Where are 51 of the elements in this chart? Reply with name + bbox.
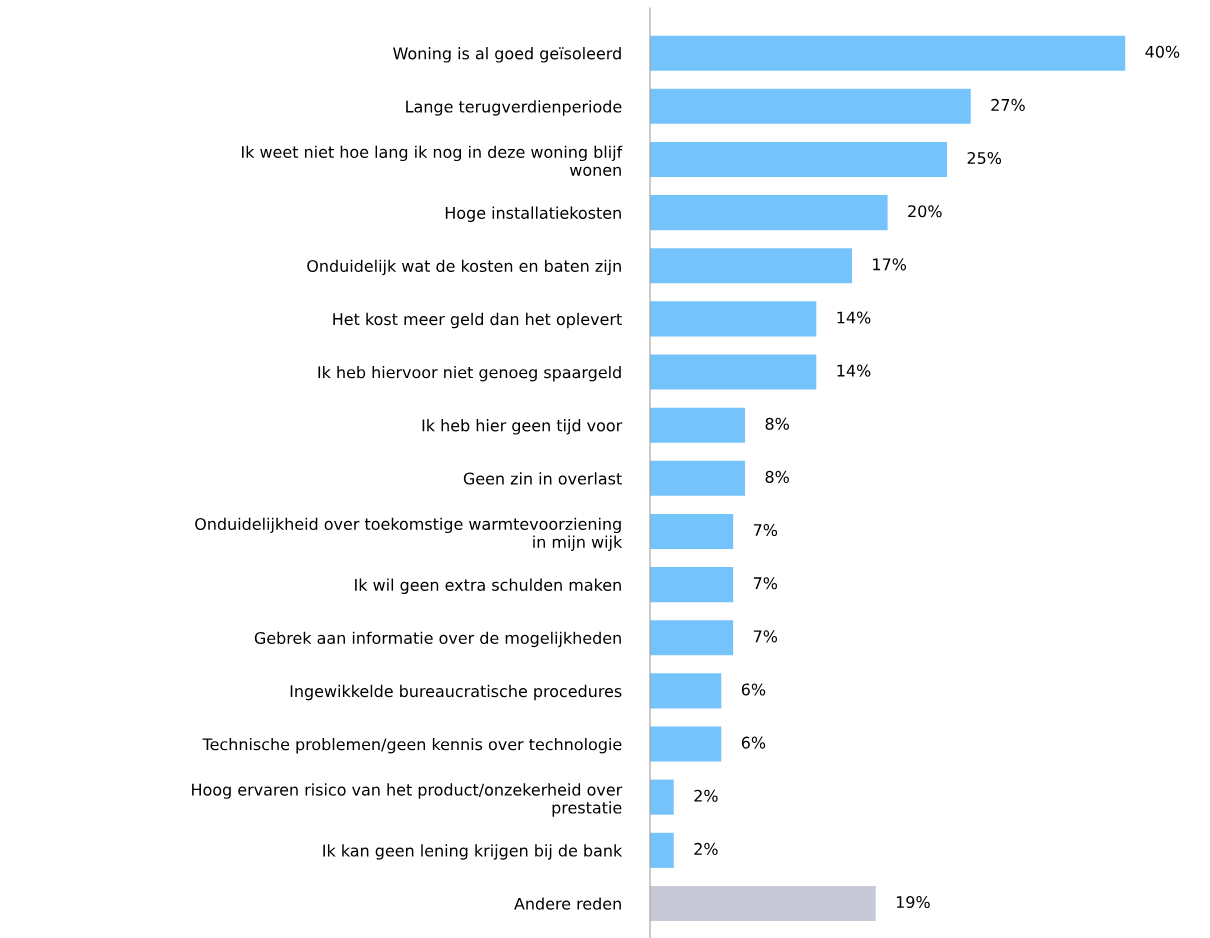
bar xyxy=(650,513,734,549)
data-label: 14% xyxy=(837,364,871,377)
bar xyxy=(650,832,674,868)
bar xyxy=(650,460,746,496)
data-label: 6% xyxy=(741,736,766,749)
y-tick-label: Gebrek aan informatie over de mogelijkheden xyxy=(254,631,621,648)
y-tick-label: Ingewikkelde bureaucratische procedures xyxy=(290,684,622,701)
data-label: 20% xyxy=(908,205,942,218)
data-label: 14% xyxy=(837,311,871,324)
data-label: 27% xyxy=(991,98,1025,111)
data-label: 2% xyxy=(694,842,718,855)
y-tick-label: Ik heb hiervoor niet genoeg spaargeld xyxy=(318,365,621,382)
y-tick-label: Ik heb hier geen tijd voor xyxy=(422,419,623,435)
data-label: 2% xyxy=(694,789,718,802)
bar xyxy=(650,141,947,177)
bar xyxy=(650,35,1126,71)
bar xyxy=(650,885,876,921)
bar xyxy=(650,88,971,124)
y-tick-label: Lange terugverdienperiode xyxy=(406,100,622,116)
data-label: 17% xyxy=(873,258,907,271)
bar xyxy=(650,779,674,815)
y-tick-label: Ik weet niet hoe lang ik nog in deze woning blijf wonen xyxy=(242,145,623,176)
bar xyxy=(650,195,888,231)
bar xyxy=(650,407,746,443)
data-label: 25% xyxy=(967,152,1002,165)
bar xyxy=(650,620,734,656)
y-tick-label: Hoge installatiekosten xyxy=(445,206,621,222)
y-tick-label: Ik kan geen lening krijgen bij de bank xyxy=(323,844,623,860)
y-tick-label: Onduidelijk wat de kosten en baten zijn xyxy=(307,259,621,276)
y-tick-label: Woning is al goed geïsoleerd xyxy=(393,47,621,63)
data-label: 7% xyxy=(753,630,778,643)
data-label: 8% xyxy=(765,417,789,430)
bar xyxy=(650,673,722,709)
y-tick-label: Hoog ervaren risico van het product/onzekerheid over prestatie xyxy=(192,783,623,817)
bar xyxy=(650,726,722,762)
data-label: 8% xyxy=(765,470,789,483)
y-tick-label: Ik wil geen extra schulden maken xyxy=(355,578,621,594)
bar xyxy=(650,301,817,337)
bar xyxy=(650,567,734,603)
data-label: 40% xyxy=(1145,45,1180,58)
data-label: 6% xyxy=(741,683,766,696)
bar xyxy=(650,354,817,390)
y-tick-label: Het kost meer geld dan het oplevert xyxy=(333,312,622,329)
y-tick-label: Andere reden xyxy=(514,897,621,910)
data-label: 7% xyxy=(753,524,778,537)
bar xyxy=(650,248,852,284)
data-label: 19% xyxy=(896,896,930,909)
y-tick-label: Technische problemen/geen kennis over technologie xyxy=(202,737,622,754)
y-tick-label: Geen zin in overlast xyxy=(463,472,622,485)
y-tick-label: Onduidelijkheid over toekomstige warmtevoorziening in mijn wijk xyxy=(195,517,623,551)
data-label: 7% xyxy=(753,577,778,590)
